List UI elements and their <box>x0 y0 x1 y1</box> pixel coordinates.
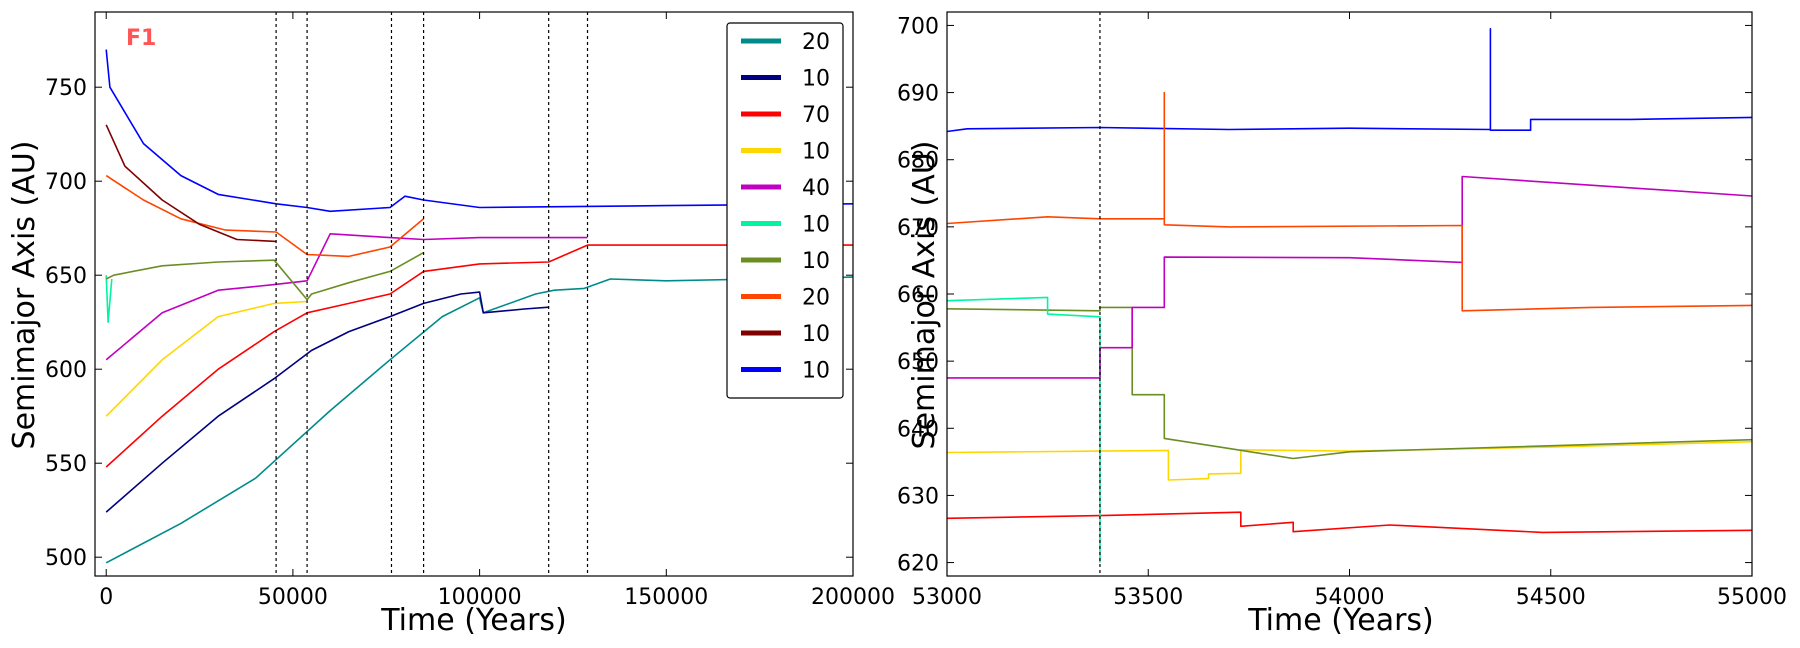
left-series-line-9-blue <box>105 49 853 213</box>
left-xtick-label: 100000 <box>438 585 522 610</box>
right-panel: 53000 53500 54000 54500 55000 620 630 640 650 660… <box>897 11 1787 638</box>
left-panel-tag: F1 <box>126 26 156 51</box>
right-ytick-label: 630 <box>897 484 939 509</box>
right-ytick-label: 650 <box>897 350 939 375</box>
left-series-line-3-gold <box>105 300 308 417</box>
left-series-line-8-maroon <box>105 124 277 243</box>
right-series-line-1-red <box>947 511 1752 534</box>
left-axes-frame <box>94 11 854 577</box>
legend-label: 20 <box>802 30 830 55</box>
right-ytick-label: 680 <box>897 149 939 174</box>
right-ylabel: Semimajor Axis (AU) <box>907 141 942 450</box>
left-series-line-4-magenta <box>105 233 588 361</box>
left-ytick-label: 650 <box>45 264 87 289</box>
left-xtick-label: 200000 <box>811 585 895 610</box>
legend-label: 70 <box>802 103 830 128</box>
right-xtick-label: 55000 <box>1717 585 1787 610</box>
right-ytick-label: 700 <box>897 14 939 39</box>
right-xtick-label: 53000 <box>912 585 982 610</box>
right-ytick-label: 660 <box>897 283 939 308</box>
right-ytick-label: 640 <box>897 417 939 442</box>
left-xtick-label: 0 <box>99 585 113 610</box>
left-ytick-label: 500 <box>45 546 87 571</box>
left-series-line-1-navy <box>105 291 549 513</box>
right-ytick-label: 670 <box>897 216 939 241</box>
legend-label: 20 <box>802 286 830 311</box>
left-plot-area: 0 50000 100000 150000 200000 500 550 600 650 700 7… <box>45 11 895 610</box>
left-series-line-7-orangered <box>105 174 425 258</box>
right-series-line-0-blue <box>947 27 1752 133</box>
legend-label: 40 <box>802 176 830 201</box>
legend-label: 10 <box>802 213 830 238</box>
right-xtick-label: 54500 <box>1516 585 1586 610</box>
left-series-line-5-spring <box>105 275 113 324</box>
left-ytick-label: 700 <box>45 170 87 195</box>
right-series-group <box>947 27 1752 563</box>
right-plot-area: 53000 53500 54000 54500 55000 620 630 640 650 660… <box>897 11 1787 610</box>
right-xtick-label: 53500 <box>1113 585 1183 610</box>
left-xtick-label: 150000 <box>624 585 708 610</box>
legend-label: 10 <box>802 322 830 347</box>
left-ytick-label: 750 <box>45 76 87 101</box>
left-ytick-label: 550 <box>45 452 87 477</box>
legend-label: 10 <box>802 67 830 92</box>
legend-label: 10 <box>802 359 830 384</box>
right-series-line-2-gold <box>947 440 1752 481</box>
right-series-line-5-magenta <box>947 175 1752 379</box>
legend: 20 10 70 10 40 10 10 20 10 10 <box>726 22 844 399</box>
right-series-line-6-orangered <box>947 91 1752 312</box>
left-series-group <box>105 49 853 564</box>
left-panel: 0 50000 100000 150000 200000 500 550 600 650 700 7… <box>7 11 895 638</box>
right-xlabel: Time (Years) <box>1247 603 1434 638</box>
left-xtick-label: 50000 <box>258 585 328 610</box>
left-ylabel: Semimajor Axis (AU) <box>7 141 42 450</box>
right-xtick-label: 54000 <box>1315 585 1385 610</box>
left-xlabel: Time (Years) <box>380 603 567 638</box>
legend-label: 10 <box>802 140 830 165</box>
legend-label: 10 <box>802 249 830 274</box>
right-series-line-4-spring <box>947 296 1101 563</box>
right-series-line-3-olive <box>947 306 1752 460</box>
right-ytick-label: 620 <box>897 552 939 577</box>
right-axes-frame <box>946 11 1753 577</box>
legend-box <box>726 22 844 399</box>
left-series-line-2-red <box>105 244 853 468</box>
right-ytick-label: 690 <box>897 82 939 107</box>
left-series-line-6-olive <box>105 251 424 301</box>
left-ytick-label: 600 <box>45 358 87 383</box>
